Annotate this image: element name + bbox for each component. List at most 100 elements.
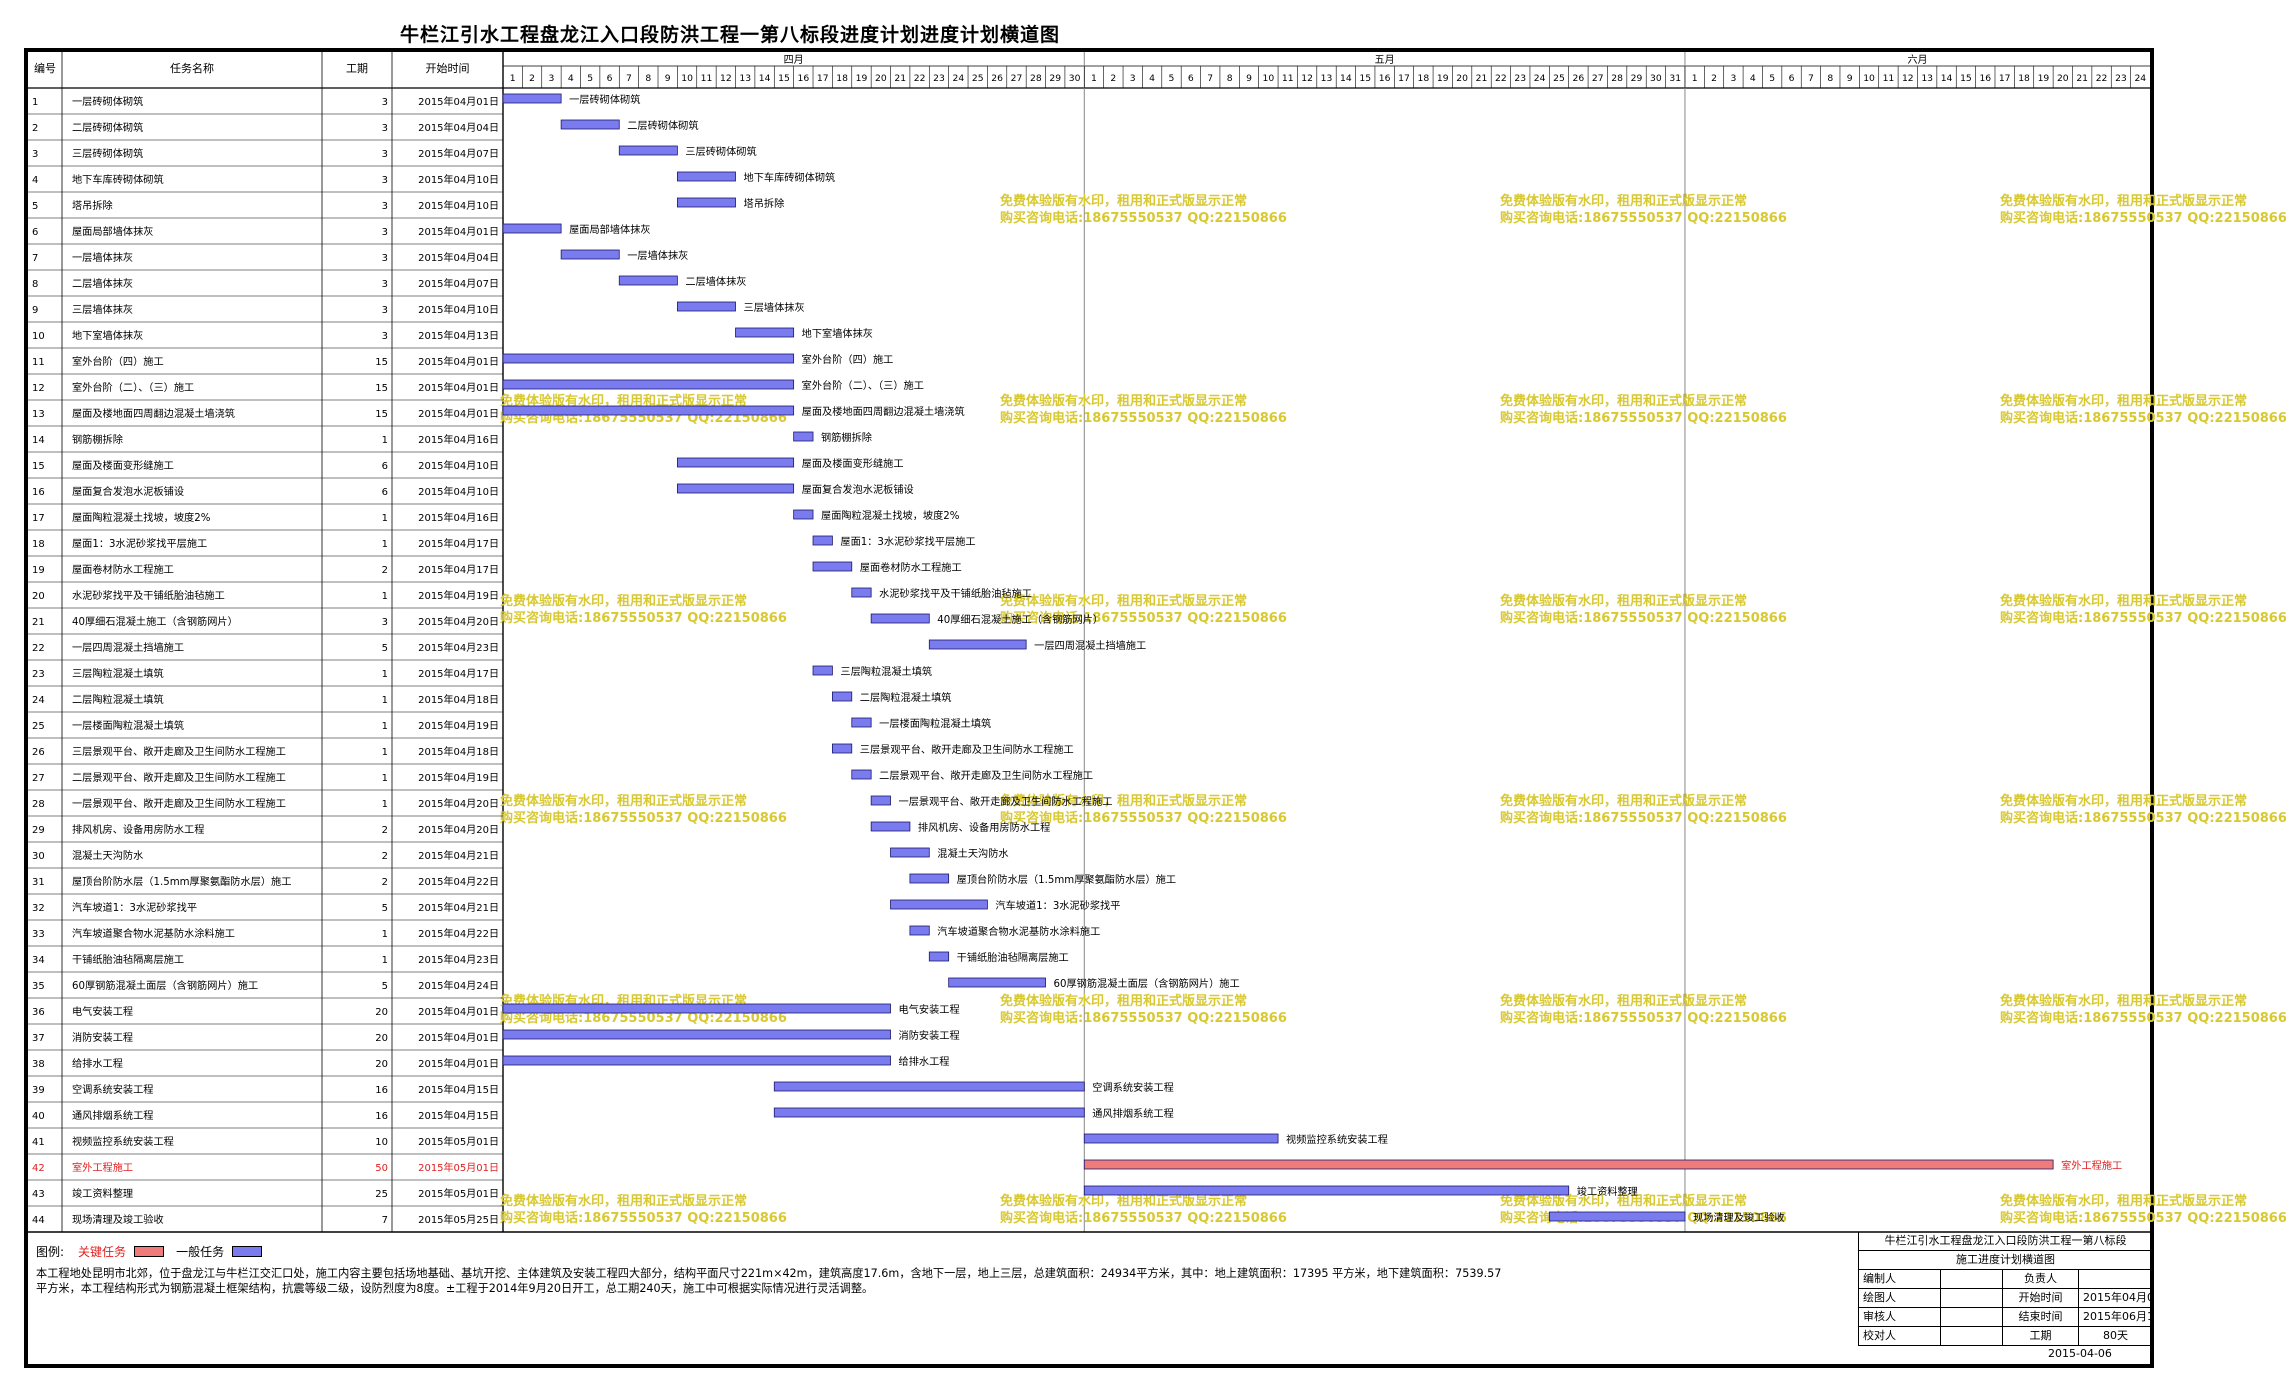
day-tick-label: 25 [972, 73, 984, 84]
day-tick-label: 6 [1188, 73, 1194, 84]
task-start-date: 2015年04月01日 [418, 1005, 499, 1018]
task-start-date: 2015年04月10日 [418, 199, 499, 212]
task-id: 22 [32, 643, 45, 654]
task-start-date: 2015年04月01日 [418, 355, 499, 368]
day-tick-label: 26 [991, 73, 1003, 84]
task-duration: 10 [375, 1137, 388, 1148]
day-tick-label: 19 [1437, 73, 1449, 84]
task-start-date: 2015年04月01日 [418, 407, 499, 420]
task-id: 27 [32, 773, 45, 784]
watermark-text: 免费体验版有水印，租用和正式版显示正常 [2000, 793, 2247, 809]
gantt-bar [676, 301, 736, 312]
day-tick-label: 2 [1711, 73, 1717, 84]
day-tick-label: 22 [914, 73, 926, 84]
bar-label: 屋面及楼地面四周翻边混凝土墙浇筑 [802, 405, 965, 418]
task-name: 室外台阶（四）施工 [72, 355, 164, 368]
task-id: 41 [32, 1137, 45, 1148]
task-start-date: 2015年04月01日 [418, 95, 499, 108]
day-tick-label: 10 [681, 73, 693, 84]
bar-label: 地下车库砖砌体砌筑 [744, 171, 836, 184]
info-key: 编制人 [1859, 1270, 1941, 1288]
task-start-date: 2015年04月13日 [418, 329, 499, 342]
task-start-date: 2015年05月25日 [418, 1213, 499, 1226]
task-id: 11 [32, 357, 45, 368]
task-duration: 1 [382, 955, 388, 966]
watermark-text: 免费体验版有水印，租用和正式版显示正常 [2000, 1193, 2247, 1209]
task-name: 屋顶台阶防水层（1.5mm厚聚氨酯防水层）施工 [72, 875, 291, 888]
info-key: 审核人 [1859, 1308, 1941, 1326]
gantt-bar [676, 171, 736, 182]
task-duration: 20 [375, 1033, 388, 1044]
day-tick-label: 17 [1999, 73, 2011, 84]
gantt-bar [1083, 1185, 1570, 1196]
bar-label: 三层墙体抹灰 [744, 301, 805, 314]
task-id: 42 [32, 1163, 45, 1174]
watermark-text: 免费体验版有水印，租用和正式版显示正常 [2000, 593, 2247, 609]
task-start-date: 2015年04月20日 [418, 797, 499, 810]
task-duration: 6 [382, 461, 388, 472]
bar-label: 二层陶粒混凝土填筑 [860, 691, 952, 704]
gantt-bar [909, 873, 950, 884]
task-start-date: 2015年04月22日 [418, 875, 499, 888]
task-duration: 2 [382, 877, 388, 888]
task-name: 二层墙体抹灰 [72, 277, 133, 290]
day-tick-label: 2 [529, 73, 535, 84]
task-start-date: 2015年04月17日 [418, 563, 499, 576]
task-id: 9 [32, 305, 38, 316]
day-tick-label: 19 [2038, 73, 2050, 84]
info-key: 结束时间 [2003, 1308, 2079, 1326]
task-id: 24 [32, 695, 45, 706]
day-tick-label: 11 [701, 73, 713, 84]
day-tick-label: 6 [607, 73, 613, 84]
task-id: 33 [32, 929, 45, 940]
task-id: 38 [32, 1059, 45, 1070]
task-duration: 5 [382, 903, 388, 914]
gantt-bar [676, 483, 795, 494]
task-id: 8 [32, 279, 38, 290]
day-tick-label: 27 [1592, 73, 1604, 84]
bar-label: 汽车坡道1：3水泥砂浆找平 [995, 899, 1120, 912]
day-tick-label: 24 [952, 73, 964, 84]
task-id: 28 [32, 799, 45, 810]
legend-normal-swatch [232, 1246, 263, 1257]
bar-label: 屋面局部墙体抹灰 [569, 223, 651, 236]
bar-label: 三层景观平台、敞开走廊及卫生间防水工程施工 [860, 743, 1074, 756]
info-key: 绘图人 [1859, 1289, 1941, 1307]
task-id: 23 [32, 669, 45, 680]
watermark-text: 购买咨询电话:18675550537 QQ:22150866 [1500, 210, 1787, 226]
task-id: 29 [32, 825, 45, 836]
bar-label: 消防安装工程 [899, 1029, 960, 1042]
watermark-text: 免费体验版有水印，租用和正式版显示正常 [1000, 193, 1247, 209]
day-tick-label: 4 [1750, 73, 1756, 84]
day-tick-label: 9 [1847, 73, 1853, 84]
gantt-bar [502, 405, 795, 416]
task-name: 一层砖砌体砌筑 [72, 95, 143, 108]
task-id: 32 [32, 903, 45, 914]
day-tick-label: 23 [933, 73, 945, 84]
day-tick-label: 8 [1227, 73, 1233, 84]
info-chart-name: 施工进度计划横道图 [1859, 1251, 2153, 1269]
task-duration: 20 [375, 1007, 388, 1018]
day-tick-label: 8 [645, 73, 651, 84]
day-tick-label: 31 [1669, 73, 1681, 84]
project-description: 本工程地处昆明市北郊，位于盘龙江与牛栏江交汇口处，施工内容主要包括场地基础、基坑… [36, 1267, 1502, 1295]
task-id: 19 [32, 565, 45, 576]
watermark-text: 购买咨询电话:18675550537 QQ:22150866 [1500, 1010, 1787, 1026]
task-id: 20 [32, 591, 45, 602]
bar-label: 二层墙体抹灰 [685, 275, 746, 288]
day-tick-label: 6 [1789, 73, 1795, 84]
bar-label: 汽车坡道聚合物水泥基防水涂料施工 [937, 925, 1100, 938]
task-duration: 1 [382, 773, 388, 784]
watermark-text: 免费体验版有水印，租用和正式版显示正常 [1000, 793, 1247, 809]
day-tick-label: 2 [1110, 73, 1116, 84]
info-value: 2015年04月01日 [2079, 1289, 2153, 1307]
bar-label: 屋面卷材防水工程施工 [860, 561, 962, 574]
task-duration: 7 [382, 1215, 388, 1226]
task-duration: 3 [382, 617, 388, 628]
chart-title: 牛栏江引水工程盘龙江入口段防洪工程一第八标段进度计划进度计划横道图 [399, 24, 1060, 46]
task-start-date: 2015年04月10日 [418, 459, 499, 472]
task-name: 干铺纸胎油毡隔离层施工 [72, 953, 184, 966]
task-name: 地下车库砖砌体砌筑 [72, 173, 164, 186]
info-value [1941, 1308, 2003, 1326]
